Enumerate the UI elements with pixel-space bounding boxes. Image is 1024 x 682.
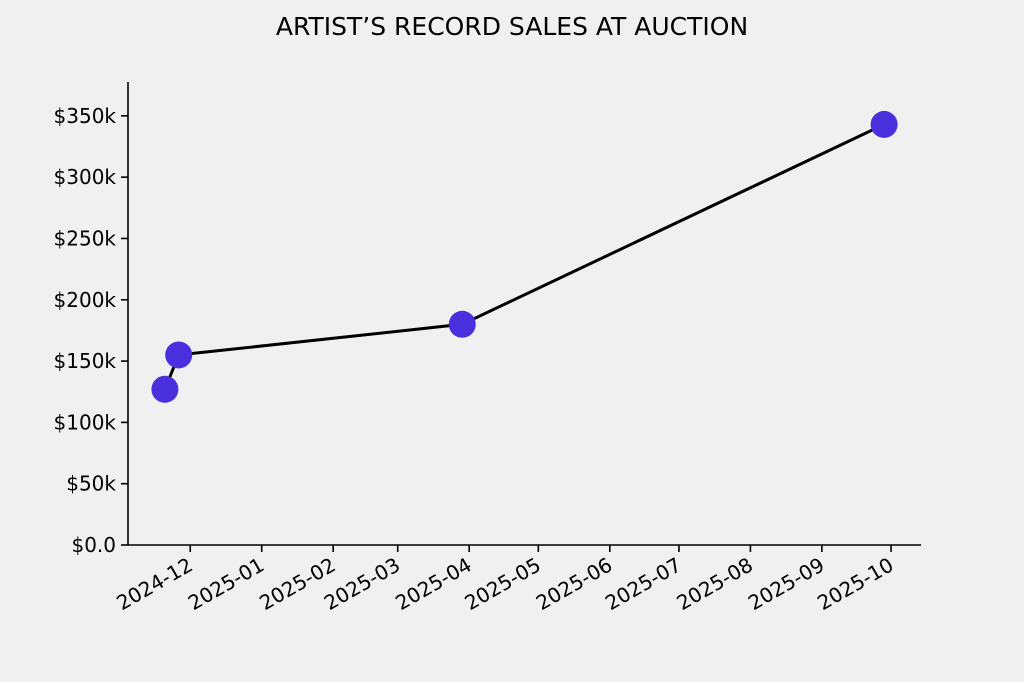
data-point [870,110,898,138]
x-tick-label: 2025-07 [601,553,685,616]
x-tick-label: 2025-06 [532,553,616,616]
x-tick-label: 2024-12 [112,553,196,616]
y-tick-label: $200k [54,288,117,312]
y-tick-label: $0.0 [71,533,116,557]
y-tick-label: $250k [54,226,117,250]
x-tick-label: 2025-08 [673,553,757,616]
y-tick-label: $50k [66,472,116,496]
x-tick-label: 2025-04 [391,553,475,616]
x-tick-label: 2025-01 [184,553,268,616]
x-tick-label: 2025-09 [744,553,828,616]
y-tick-label: $100k [54,410,117,434]
y-tick-label: $150k [54,349,117,373]
x-tick-label: 2025-05 [460,553,544,616]
series-line [163,123,885,390]
data-point [165,341,193,369]
data-point [151,375,179,403]
data-point [448,310,476,338]
y-tick-label: $350k [54,104,117,128]
chart-title: ARTIST’S RECORD SALES AT AUCTION [276,12,748,41]
series [151,110,898,403]
y-tick-label: $300k [54,165,117,189]
x-tick-label: 2025-10 [813,553,897,616]
